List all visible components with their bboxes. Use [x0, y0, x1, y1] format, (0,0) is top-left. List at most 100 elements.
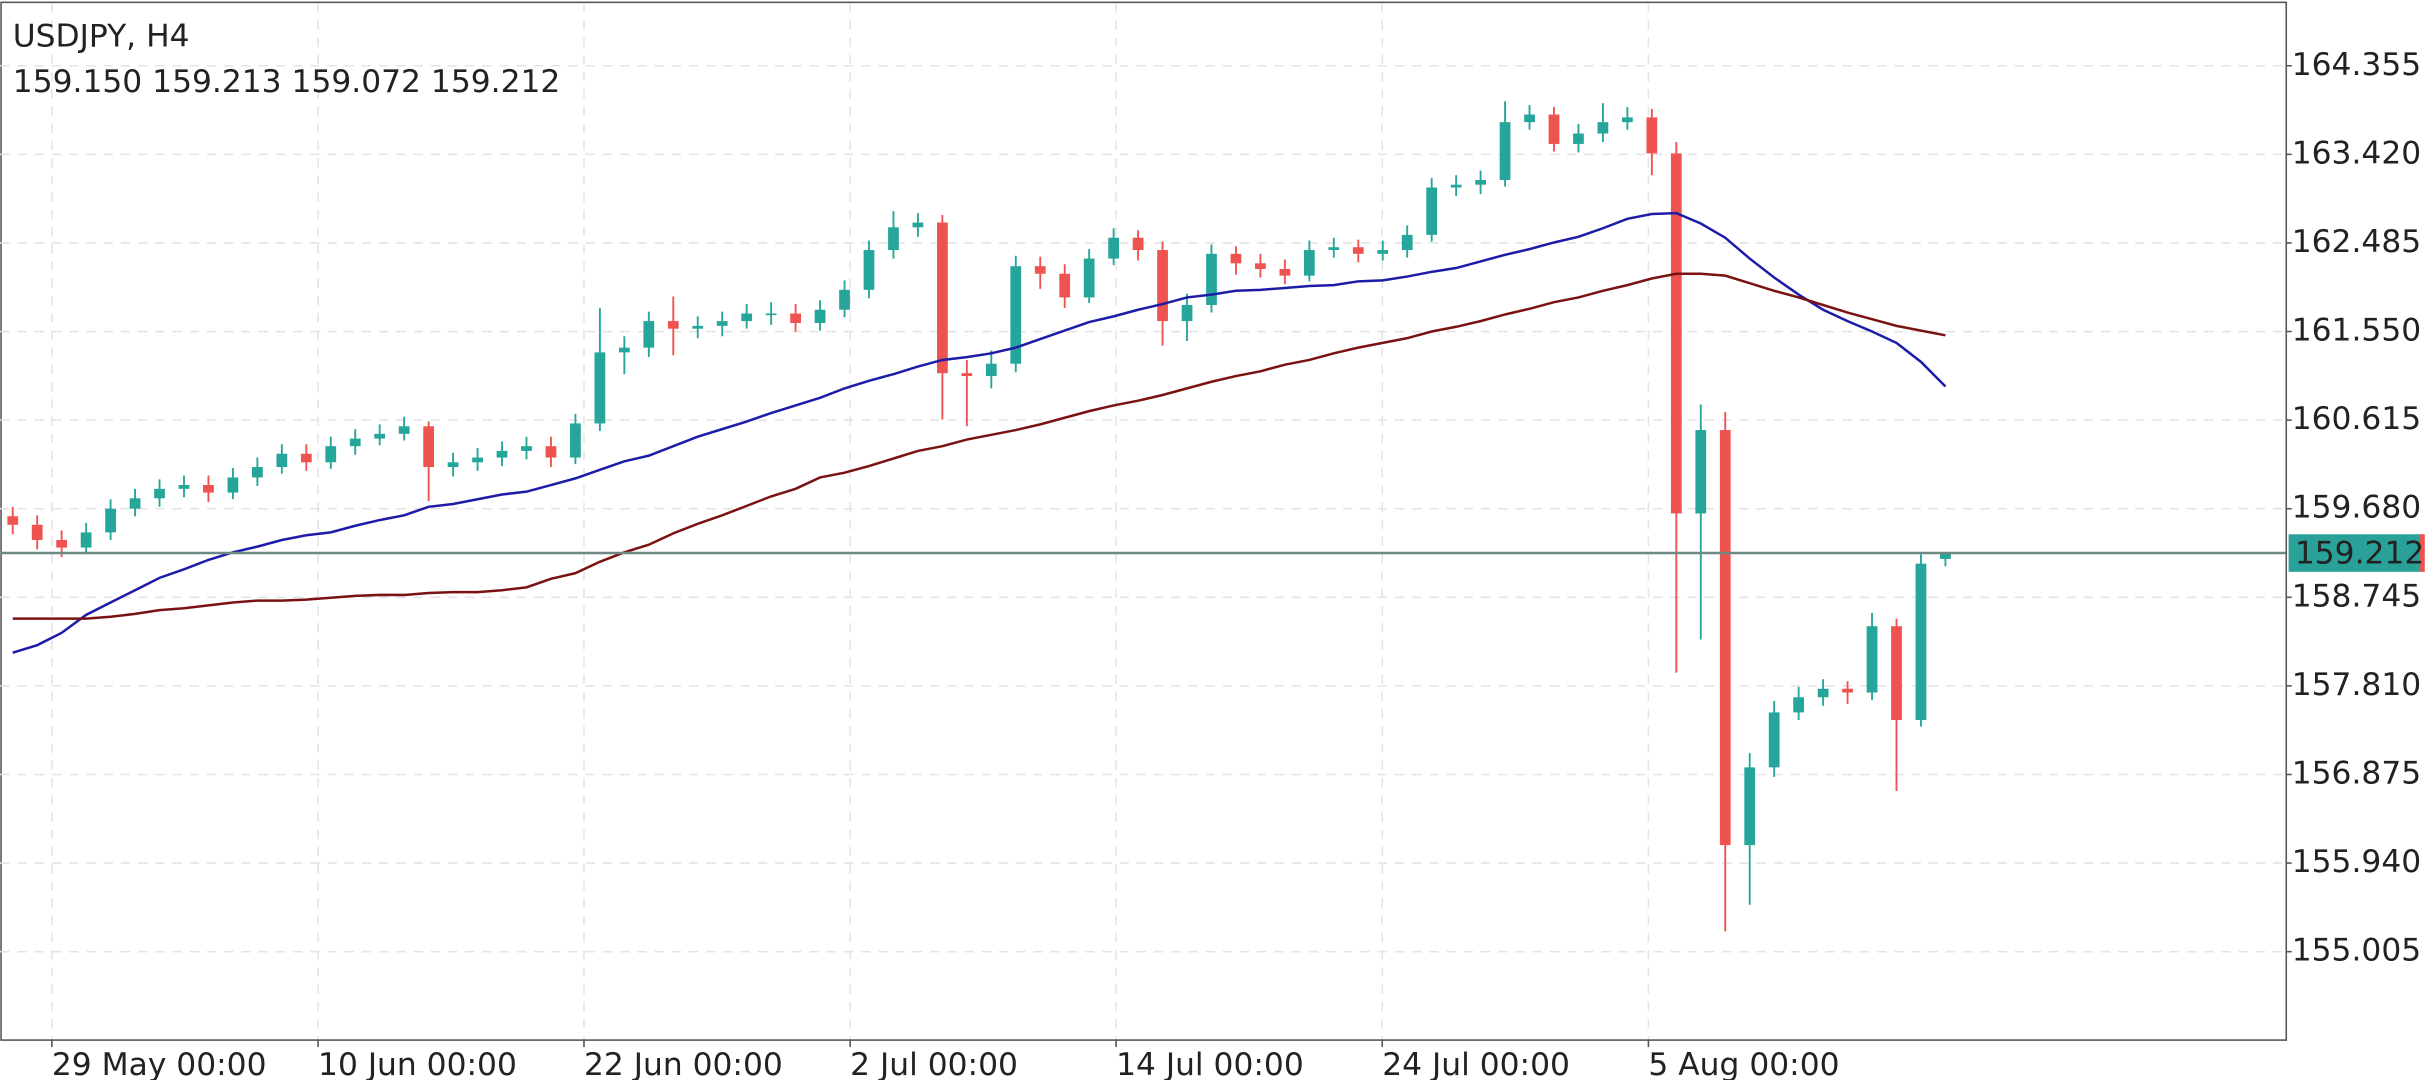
plot-frame [0, 1, 2288, 1041]
candle-body [1744, 767, 1756, 846]
candle-body [1548, 114, 1560, 144]
candle-body [1891, 626, 1902, 721]
candle-body [1524, 114, 1535, 123]
candle-body [1132, 237, 1144, 251]
candle-body [618, 347, 630, 353]
candle-body [937, 222, 948, 374]
candle-body [1255, 263, 1266, 269]
moving-average-line [12, 211, 1947, 654]
candle-body [203, 485, 214, 493]
candle-body [985, 363, 997, 377]
candle-body [790, 313, 801, 324]
quote: 159.150 159.213 159.072 159.212 [13, 64, 561, 100]
y-tick-label: 158.745 [2292, 578, 2421, 614]
candle-body [570, 423, 581, 458]
y-tick-label: 155.005 [2292, 933, 2421, 969]
x-tick-label: 2 Jul 00:00 [850, 1047, 1018, 1080]
candle-body [1010, 266, 1022, 364]
candle-body [300, 453, 312, 463]
candle-body [888, 227, 899, 251]
candle-body [1622, 117, 1633, 123]
candle-body [105, 508, 116, 533]
candle-body [251, 467, 263, 478]
grid [0, 3, 2286, 1040]
candle-body [839, 289, 850, 310]
candle-body [667, 321, 679, 329]
quote-close: 159.212 [431, 64, 560, 100]
candle-body [227, 477, 239, 493]
candle-body [1108, 237, 1120, 259]
candle-body [1768, 712, 1780, 768]
candle-body [1842, 688, 1853, 693]
candle-body [545, 446, 557, 458]
candle-body [349, 438, 361, 447]
candle-body [716, 321, 728, 326]
quote-high: 159.213 [152, 64, 281, 100]
candle-body [1817, 688, 1829, 698]
quote-open: 159.150 [13, 64, 142, 100]
last-price-marker [2420, 534, 2425, 572]
candle-body [325, 446, 337, 463]
candle-body [912, 222, 924, 228]
candle-body [178, 485, 190, 489]
candle-body [80, 532, 92, 548]
candle-body [1377, 250, 1389, 254]
candle-body [472, 457, 483, 463]
candle-body [594, 352, 606, 424]
marks [0, 101, 2286, 932]
candle-body [863, 250, 875, 290]
y-tick-label: 155.940 [2292, 844, 2421, 880]
candle-body [154, 488, 165, 499]
candle-body [1475, 179, 1486, 185]
quote-low: 159.072 [292, 64, 421, 100]
candle-body [56, 539, 68, 548]
moving-average-line [12, 272, 1946, 620]
candle-body [1646, 117, 1658, 154]
candle-body [1157, 250, 1168, 322]
x-tick-label: 29 May 00:00 [52, 1047, 267, 1080]
x-tick-label: 24 Jul 00:00 [1382, 1047, 1570, 1080]
candle-body [1303, 250, 1315, 276]
y-tick-label: 161.550 [2292, 313, 2421, 349]
candle-body [1499, 122, 1511, 180]
y-tick-label: 157.810 [2292, 667, 2421, 703]
y-tick-label: 156.875 [2292, 755, 2421, 791]
candle-body [961, 373, 973, 377]
candle-body [1328, 247, 1340, 251]
candle-body [129, 498, 141, 509]
y-tick-label: 160.615 [2292, 401, 2421, 437]
last-price-box [2288, 534, 2424, 572]
candle-body [1181, 305, 1193, 322]
candle-body [643, 321, 655, 348]
candle-body [398, 426, 410, 434]
y-tick-label: 162.485 [2292, 224, 2421, 260]
candle-body [1083, 258, 1095, 298]
x-tick-label: 22 Jun 00:00 [584, 1047, 783, 1080]
candle-body [1206, 253, 1217, 306]
candle-body [1866, 626, 1878, 693]
candle-body [1695, 430, 1707, 514]
x-tick-label: 10 Jun 00:00 [318, 1047, 517, 1080]
candle-body [521, 446, 532, 451]
candle-body [423, 426, 435, 468]
candle-body [692, 325, 704, 329]
candle-body [1059, 273, 1071, 298]
candle-body [7, 516, 19, 525]
candle-body [496, 450, 508, 458]
candle-body [31, 524, 43, 540]
candle-body [1034, 266, 1046, 274]
candle-body [1230, 253, 1242, 264]
candle-body [1940, 553, 1951, 559]
chart-title: USDJPY, H4 [13, 19, 190, 55]
candle-body [1573, 133, 1584, 144]
candle-body [741, 313, 753, 322]
y-tick-label: 164.355 [2292, 47, 2421, 83]
y-tick-label: 159.680 [2292, 490, 2421, 526]
candle-body [276, 453, 288, 468]
x-tick-label: 14 Jul 00:00 [1116, 1047, 1304, 1080]
candle-body [1426, 187, 1438, 235]
candle-body [765, 313, 777, 316]
candle-body [447, 462, 459, 468]
